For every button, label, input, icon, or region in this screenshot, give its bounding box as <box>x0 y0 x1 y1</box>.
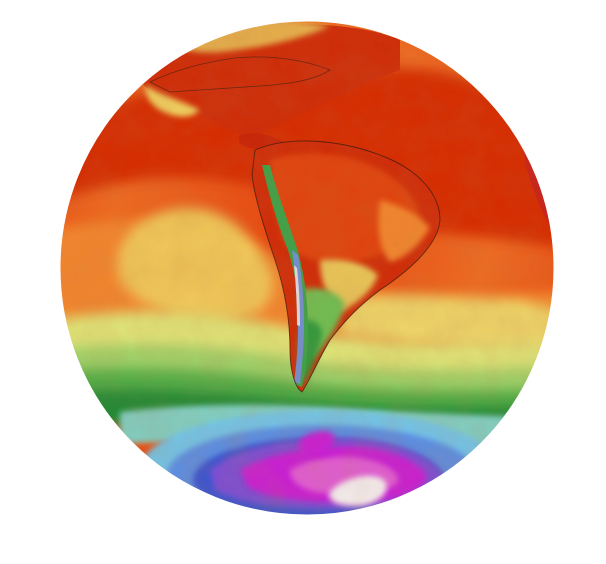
globe-surface <box>60 21 554 515</box>
africa-northwest-cool-patch <box>514 99 554 148</box>
texture-overlay <box>60 21 554 515</box>
globe-outline <box>59 20 555 516</box>
